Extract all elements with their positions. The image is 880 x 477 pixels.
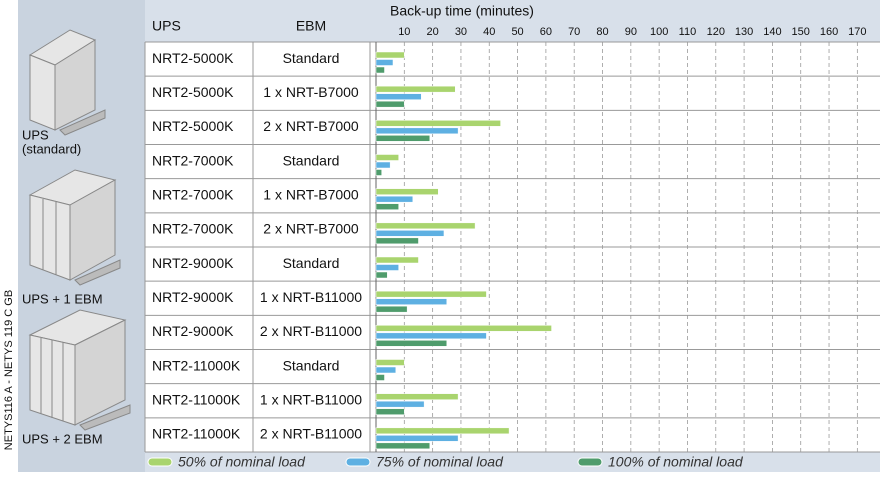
bar <box>376 230 444 236</box>
bar <box>376 60 393 66</box>
bar <box>376 128 458 134</box>
x-tick-label: 80 <box>596 26 608 38</box>
legend-swatch <box>148 458 172 466</box>
bar <box>376 101 404 107</box>
bar <box>376 291 486 297</box>
ebm-cell: 2 x NRT-B11000 <box>260 323 362 339</box>
side-note: NETYS116 A - NETYS 119 C GB <box>3 290 15 450</box>
ups-cell: NRT2-11000K <box>152 357 241 373</box>
x-tick-label: 140 <box>763 26 781 38</box>
bar <box>376 67 384 73</box>
bar <box>376 223 475 229</box>
ebm-cell: 1 x NRT-B11000 <box>260 391 362 407</box>
x-tick-label: 130 <box>735 26 753 38</box>
bar <box>376 170 382 176</box>
bar <box>376 120 501 126</box>
ebm-cell: 1 x NRT-B7000 <box>263 84 359 100</box>
ebm-cell: 2 x NRT-B7000 <box>263 118 359 134</box>
column-header: EBM <box>296 18 326 34</box>
ebm-cell: 2 x NRT-B11000 <box>260 426 362 442</box>
legend-label: 50% of nominal load <box>178 454 306 470</box>
ups-icon <box>30 170 120 285</box>
legend-label: 100% of nominal load <box>608 454 744 470</box>
ups-cell: NRT2-7000K <box>152 221 234 237</box>
bar <box>376 375 384 381</box>
bar <box>376 306 407 312</box>
x-tick-label: 70 <box>568 26 580 38</box>
bar <box>376 155 399 161</box>
ebm-cell: Standard <box>283 50 340 66</box>
ups-cell: NRT2-11000K <box>152 426 241 442</box>
bar <box>376 272 387 278</box>
x-tick-label: 110 <box>679 26 697 38</box>
bar <box>376 367 396 373</box>
legend-swatch <box>346 458 370 466</box>
panel-label: (standard) <box>22 141 81 156</box>
x-tick-label: 150 <box>792 26 810 38</box>
ups-cell: NRT2-5000K <box>152 118 234 134</box>
bar <box>376 435 458 441</box>
ups-cell: NRT2-9000K <box>152 255 234 271</box>
ebm-cell: Standard <box>283 152 340 168</box>
bar <box>376 162 390 168</box>
bar <box>376 86 455 92</box>
bar <box>376 299 447 305</box>
x-tick-label: 120 <box>707 26 725 38</box>
ebm-cell: 1 x NRT-B11000 <box>260 289 362 305</box>
ups-cell: NRT2-7000K <box>152 152 234 168</box>
bar <box>376 443 430 449</box>
panel-label: UPS + 2 EBM <box>22 431 103 446</box>
bar <box>376 333 486 339</box>
x-tick-label: 10 <box>398 26 410 38</box>
ebm-cell: 2 x NRT-B7000 <box>263 221 359 237</box>
chart: NETYS116 A - NETYS 119 C GB UPS(standard… <box>0 0 880 472</box>
bar <box>376 52 404 58</box>
axis-title: Back-up time (minutes) <box>390 3 534 19</box>
x-tick-label: 50 <box>511 26 523 38</box>
ebm-cell: Standard <box>283 255 340 271</box>
x-tick-label: 100 <box>650 26 668 38</box>
column-header: UPS <box>152 18 181 34</box>
ups-cell: NRT2-5000K <box>152 84 234 100</box>
bar <box>376 135 430 141</box>
panel-label: UPS + 1 EBM <box>22 291 103 306</box>
ups-cell: NRT2-5000K <box>152 50 234 66</box>
x-tick-label: 90 <box>625 26 637 38</box>
legend-swatch <box>578 458 602 466</box>
ups-icon <box>30 310 130 430</box>
bar <box>376 409 404 415</box>
legend-label: 75% of nominal load <box>376 454 504 470</box>
x-tick-label: 160 <box>820 26 838 38</box>
bar <box>376 189 438 195</box>
bar <box>376 394 458 400</box>
panel-label: UPS <box>22 127 49 142</box>
x-tick-label: 170 <box>848 26 866 38</box>
ebm-cell: Standard <box>283 357 340 373</box>
bar <box>376 401 424 407</box>
bar <box>376 428 509 434</box>
bar <box>376 325 552 331</box>
ebm-cell: 1 x NRT-B7000 <box>263 186 359 202</box>
x-tick-label: 40 <box>483 26 495 38</box>
bar <box>376 257 418 263</box>
x-tick-label: 20 <box>427 26 439 38</box>
x-tick-label: 60 <box>540 26 552 38</box>
bar <box>376 265 399 271</box>
bar <box>376 196 413 202</box>
ups-cell: NRT2-9000K <box>152 289 234 305</box>
ups-cell: NRT2-7000K <box>152 186 234 202</box>
bar <box>376 340 447 346</box>
bar <box>376 94 421 100</box>
ups-cell: NRT2-11000K <box>152 391 241 407</box>
bar <box>376 204 399 210</box>
ups-cell: NRT2-9000K <box>152 323 234 339</box>
bar <box>376 360 404 366</box>
bar <box>376 238 418 244</box>
x-tick-label: 30 <box>455 26 467 38</box>
